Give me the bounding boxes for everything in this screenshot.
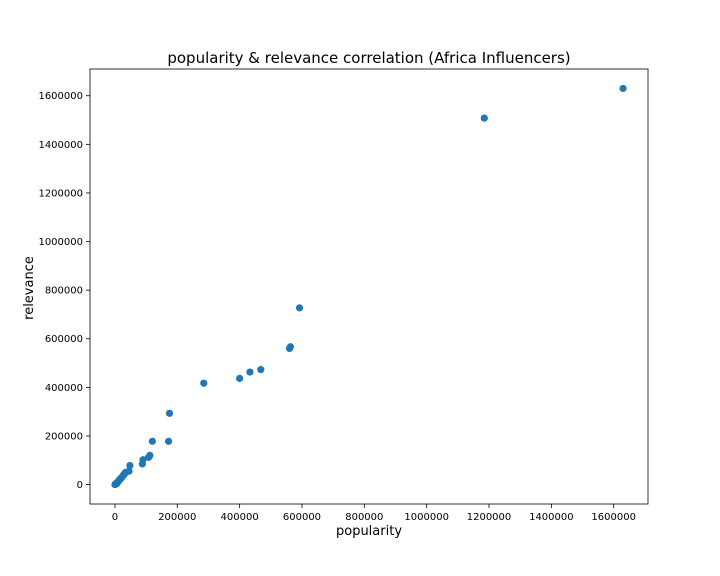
x-axis-label: popularity (336, 524, 402, 539)
x-tick-label-7: 1400000 (529, 512, 574, 523)
x-tick-label-5: 1000000 (404, 512, 449, 523)
y-axis: 0 200000 400000 600000 800000 1000000 1200000 1… (38, 91, 90, 491)
x-tick-label-8: 1600000 (591, 512, 636, 523)
chart-title: popularity & relevance correlation (Afri… (167, 49, 570, 67)
x-tick-label-6: 1200000 (467, 512, 512, 523)
y-tick-label-1: 200000 (45, 431, 83, 442)
data-point-32 (480, 114, 488, 122)
points-layer (111, 84, 627, 489)
data-point-19 (139, 456, 147, 464)
data-point-17 (126, 462, 134, 470)
y-axis-label: relevance (22, 256, 37, 320)
y-tick-label-2: 400000 (45, 383, 83, 394)
x-tick-label-4: 800000 (345, 512, 383, 523)
data-point-30 (286, 343, 295, 351)
y-tick-label-5: 1000000 (38, 237, 83, 248)
data-point-25 (200, 379, 208, 387)
y-tick-label-6: 1200000 (38, 188, 83, 199)
plot-frame (89, 68, 649, 505)
data-point-27 (246, 368, 254, 376)
data-point-31 (295, 304, 304, 312)
x-tick-label-3: 600000 (283, 512, 321, 523)
x-tick-label-1: 200000 (158, 512, 196, 523)
data-point-24 (165, 409, 174, 417)
data-point-22 (148, 437, 156, 445)
data-point-23 (164, 437, 173, 445)
x-axis: 0 200000 400000 600000 800000 1000000 1200000 1… (112, 504, 636, 523)
x-tick-label-2: 400000 (221, 512, 259, 523)
data-point-16 (125, 467, 133, 475)
data-point-26 (236, 374, 244, 382)
y-tick-label-8: 1600000 (38, 91, 83, 102)
y-tick-label-0: 0 (77, 480, 83, 491)
x-tick-label-0: 0 (112, 512, 118, 523)
y-tick-label-4: 800000 (45, 286, 83, 297)
data-point-21 (146, 451, 154, 459)
y-tick-label-3: 600000 (45, 334, 83, 345)
data-point-28 (257, 366, 265, 374)
data-point-33 (619, 84, 627, 93)
y-tick-label-7: 1400000 (38, 140, 83, 151)
